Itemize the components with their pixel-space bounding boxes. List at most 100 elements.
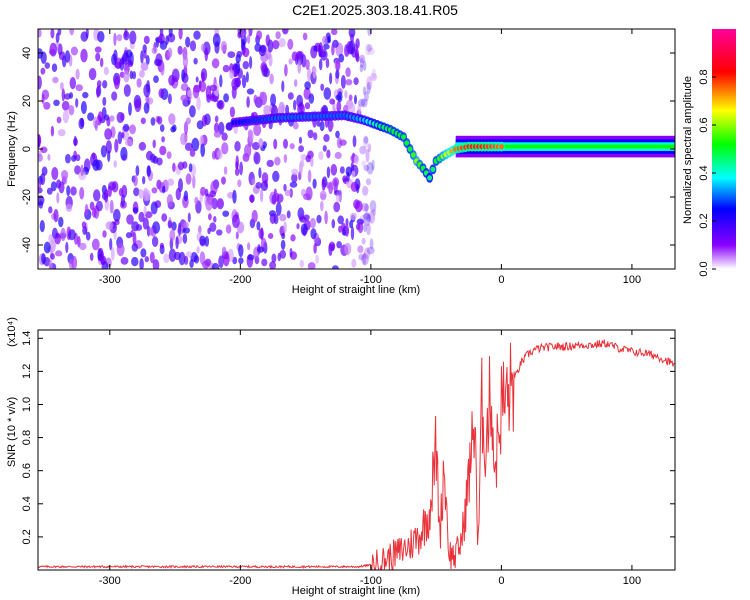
noise-blob [155, 53, 163, 67]
noise-blob [259, 91, 264, 100]
noise-blob [302, 226, 307, 237]
noise-blob [355, 38, 360, 49]
noise-blob [256, 30, 263, 40]
noise-blob [40, 146, 48, 154]
y-tick-label: 0.2 [21, 529, 33, 544]
noise-blob [172, 124, 177, 132]
noise-blob [255, 182, 262, 189]
noise-blob [85, 231, 91, 241]
noise-blob [168, 74, 176, 86]
noise-blob [50, 29, 55, 39]
noise-blob [353, 154, 360, 165]
noise-blob [361, 237, 366, 245]
noise-blob [96, 86, 100, 98]
noise-blob [236, 50, 243, 58]
noise-blob [232, 256, 238, 265]
y-tick-label: 40 [21, 47, 33, 59]
noise-blob [68, 229, 76, 241]
noise-blob [342, 175, 348, 183]
noise-blob [363, 247, 371, 260]
noise-blob [341, 228, 346, 236]
noise-blob [144, 256, 149, 263]
noise-blob [289, 143, 295, 150]
ridge-point [407, 146, 413, 152]
noise-blob [102, 230, 107, 238]
noise-blob [133, 175, 138, 187]
noise-blob [113, 75, 120, 90]
noise-blob [181, 83, 186, 91]
noise-blob [125, 232, 132, 239]
noise-blob [183, 221, 189, 229]
noise-blob [213, 122, 220, 134]
y-tick-label: -20 [21, 189, 33, 205]
noise-blob [53, 99, 60, 107]
noise-blob [212, 150, 216, 160]
noise-blob [348, 94, 353, 101]
noise-blob [40, 67, 46, 75]
noise-blob [223, 93, 230, 103]
noise-blob [69, 77, 77, 90]
noise-blob [182, 227, 191, 234]
noise-blob [298, 136, 303, 144]
noise-blob [160, 61, 165, 76]
noise-blob [126, 214, 134, 225]
noise-blob [79, 187, 85, 200]
ridge-point [427, 175, 432, 181]
noise-blob [80, 31, 89, 42]
y-tick-label: -40 [21, 237, 33, 253]
noise-blob [281, 232, 286, 240]
noise-blob [217, 149, 223, 160]
noise-blob [344, 242, 352, 256]
noise-blob [47, 153, 51, 161]
noise-blob [334, 151, 342, 160]
noise-blob [38, 180, 42, 189]
noise-blob [338, 53, 345, 63]
noise-blob [307, 150, 314, 160]
noise-blob [64, 50, 71, 63]
noise-blob [251, 209, 258, 223]
noise-blob [278, 38, 286, 48]
noise-blob [102, 96, 107, 106]
noise-blob [66, 185, 71, 197]
noise-blob [50, 181, 57, 192]
ridge-point [410, 152, 416, 158]
noise-blob [80, 48, 88, 63]
spectrogram-y-ticks: -40 -20 0 20 40 [21, 47, 675, 253]
colorbar-label: Normalized spectral amplitude [682, 76, 694, 224]
noise-blob [245, 71, 249, 83]
noise-blob [242, 61, 250, 70]
noise-blob [49, 49, 57, 56]
snr-x-label: Height of straight line (km) [292, 585, 420, 597]
noise-blob [193, 57, 198, 65]
noise-blob [193, 255, 200, 264]
noise-blob [143, 205, 147, 216]
noise-blob [267, 233, 274, 239]
noise-blob [138, 211, 145, 223]
noise-blob [204, 47, 209, 62]
noise-blob [299, 259, 305, 268]
noise-blob [337, 215, 345, 225]
noise-blob [40, 51, 47, 64]
noise-blob [253, 123, 262, 136]
noise-blob [209, 95, 218, 102]
noise-blob [319, 120, 325, 132]
noise-blob [116, 243, 125, 257]
noise-blob [350, 33, 354, 43]
noise-blob [291, 173, 298, 183]
noise-blob [335, 194, 340, 203]
noise-blob [132, 207, 139, 214]
noise-blob [212, 33, 221, 47]
noise-blob [38, 153, 43, 162]
y-tick-label: 0.4 [21, 496, 33, 511]
noise-blob [269, 261, 277, 269]
noise-blob [88, 68, 97, 81]
noise-blob [279, 249, 286, 259]
noise-blob [177, 45, 183, 55]
noise-blob [113, 160, 117, 168]
noise-blob [307, 67, 312, 82]
noise-blob [368, 210, 375, 224]
noise-blob [283, 29, 287, 34]
noise-blob [351, 170, 356, 178]
noise-blob [142, 217, 149, 230]
noise-blob [357, 104, 362, 115]
